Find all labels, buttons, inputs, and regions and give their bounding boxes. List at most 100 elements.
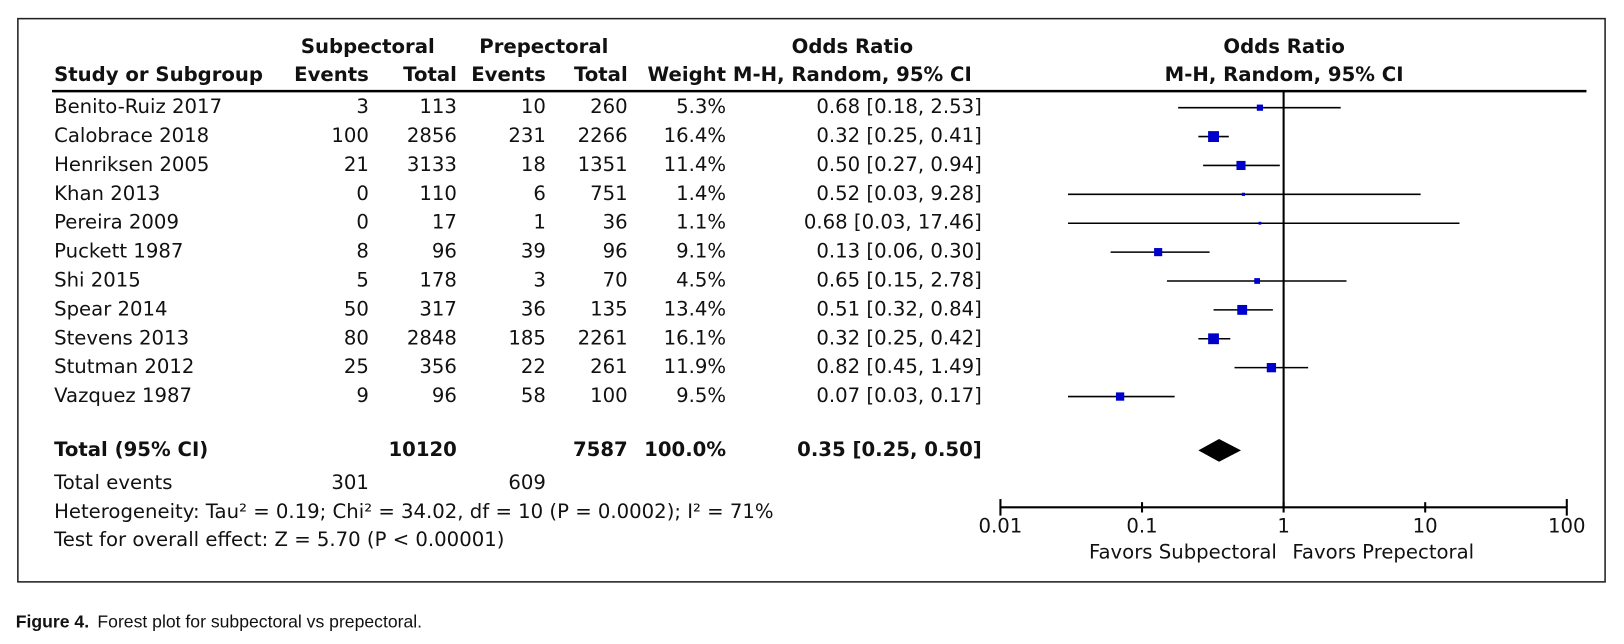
cell: 260 <box>590 95 628 118</box>
total-cell: 7587 <box>573 438 628 461</box>
column-header: M-H, Random, 95% CI <box>733 63 972 86</box>
group-header: Prepectoral <box>479 35 608 58</box>
cell: 2848 <box>407 326 457 349</box>
weight-label: 13.4% <box>664 297 726 320</box>
cell: 70 <box>603 268 628 291</box>
cell: 9 <box>356 384 369 407</box>
cell: 301 <box>331 471 369 494</box>
cell: 3 <box>356 95 369 118</box>
cell: 96 <box>603 240 628 263</box>
cell: 3133 <box>407 153 457 176</box>
cell: 185 <box>508 326 546 349</box>
caption-text: Forest plot for subpectoral vs prepector… <box>97 611 422 631</box>
cell: 5 <box>356 268 369 291</box>
study-name: Shi 2015 <box>54 268 141 291</box>
ci-label: 0.13 [0.06, 0.30] <box>816 240 981 263</box>
cell: 751 <box>590 182 628 205</box>
frame <box>17 17 1606 583</box>
ci-label: 0.68 [0.18, 2.53] <box>816 95 981 118</box>
weight-label: 11.4% <box>664 153 726 176</box>
total-cell: 10120 <box>388 438 456 461</box>
study-name: Khan 2013 <box>54 182 160 205</box>
study-name: Spear 2014 <box>54 297 167 320</box>
cell: 2266 <box>578 124 628 147</box>
x-tick-label: 10 <box>1413 515 1438 538</box>
total-weight: 100.0% <box>644 438 726 461</box>
effect-box <box>1256 104 1263 111</box>
cell: 80 <box>344 326 369 349</box>
caption: Figure 4. Forest plot for subpectoral vs … <box>16 611 422 631</box>
ci-label: 0.82 [0.45, 1.49] <box>816 355 981 378</box>
x-tick-label: 100 <box>1548 515 1586 538</box>
effect-box <box>1208 131 1219 143</box>
effect-box <box>1236 160 1246 170</box>
study-name: Calobrace 2018 <box>54 124 209 147</box>
effect-box <box>1266 363 1277 373</box>
cell: 231 <box>508 124 546 147</box>
ci-label: 0.32 [0.25, 0.42] <box>816 326 981 349</box>
cell: 96 <box>432 384 457 407</box>
cell: 6 <box>533 182 546 205</box>
caption-label: Figure 4. <box>16 611 89 631</box>
x-tick-label: 1 <box>1277 515 1290 538</box>
column-header: Total <box>574 63 628 86</box>
weight-label: 16.1% <box>664 326 726 349</box>
cell: 3 <box>533 268 546 291</box>
cell: 25 <box>344 355 369 378</box>
cell: 50 <box>344 297 369 320</box>
study-name: Henriksen 2005 <box>54 153 209 176</box>
ci-label: 0.52 [0.03, 9.28] <box>816 182 981 205</box>
x-axis-label: Favors Prepectoral <box>1292 540 1474 563</box>
cell: 100 <box>331 124 369 147</box>
cell: 36 <box>603 211 628 234</box>
cell: 17 <box>432 211 457 234</box>
ci-label: 0.32 [0.25, 0.41] <box>816 124 981 147</box>
weight-label: 1.4% <box>676 182 726 205</box>
x-tick-label: 0.01 <box>979 515 1023 538</box>
cell: 100 <box>590 384 628 407</box>
effect-box <box>1237 304 1248 315</box>
column-header: Events <box>471 63 546 86</box>
overall-effect: Test for overall effect: Z = 5.70 (P < 0… <box>53 528 504 551</box>
weight-label: 16.4% <box>664 124 726 147</box>
weight-label: 5.3% <box>676 95 726 118</box>
study-name: Stevens 2013 <box>54 326 189 349</box>
effect-box <box>1258 221 1262 225</box>
x-axis-label: Favors Subpectoral <box>1089 540 1277 563</box>
cell: 39 <box>521 240 546 263</box>
cell: 18 <box>521 153 546 176</box>
study-name: Stutman 2012 <box>54 355 194 378</box>
cell: 178 <box>419 268 457 291</box>
events-label: Total events <box>53 471 172 494</box>
column-header: Study or Subgroup <box>54 63 263 86</box>
summary-diamond <box>1198 438 1241 462</box>
ci-label: 0.50 [0.27, 0.94] <box>816 153 981 176</box>
cell: 21 <box>344 153 369 176</box>
ci-label: 0.68 [0.03, 17.46] <box>804 211 982 234</box>
cell: 113 <box>419 95 457 118</box>
ci-label: 0.65 [0.15, 2.78] <box>816 268 981 291</box>
weight-label: 9.1% <box>676 240 726 263</box>
effect-box <box>1154 248 1163 257</box>
cell: 609 <box>508 471 546 494</box>
study-name: Puckett 1987 <box>54 240 183 263</box>
cell: 36 <box>521 297 546 320</box>
effect-box <box>1241 192 1245 196</box>
weight-label: 11.9% <box>664 355 726 378</box>
cell: 261 <box>590 355 628 378</box>
cell: 2856 <box>407 124 457 147</box>
column-header: Weight <box>648 63 727 86</box>
effect-box <box>1115 392 1125 401</box>
cell: 58 <box>521 384 546 407</box>
cell: 2261 <box>578 326 628 349</box>
weight-label: 1.1% <box>676 211 726 234</box>
total-ci-label: 0.35 [0.25, 0.50] <box>797 438 982 461</box>
weight-label: 9.5% <box>676 384 726 407</box>
cell: 0 <box>356 211 369 234</box>
cell: 356 <box>419 355 457 378</box>
study-name: Vazquez 1987 <box>54 384 192 407</box>
header: M-H, Random, 95% CI <box>1165 63 1404 86</box>
cell: 96 <box>432 240 457 263</box>
